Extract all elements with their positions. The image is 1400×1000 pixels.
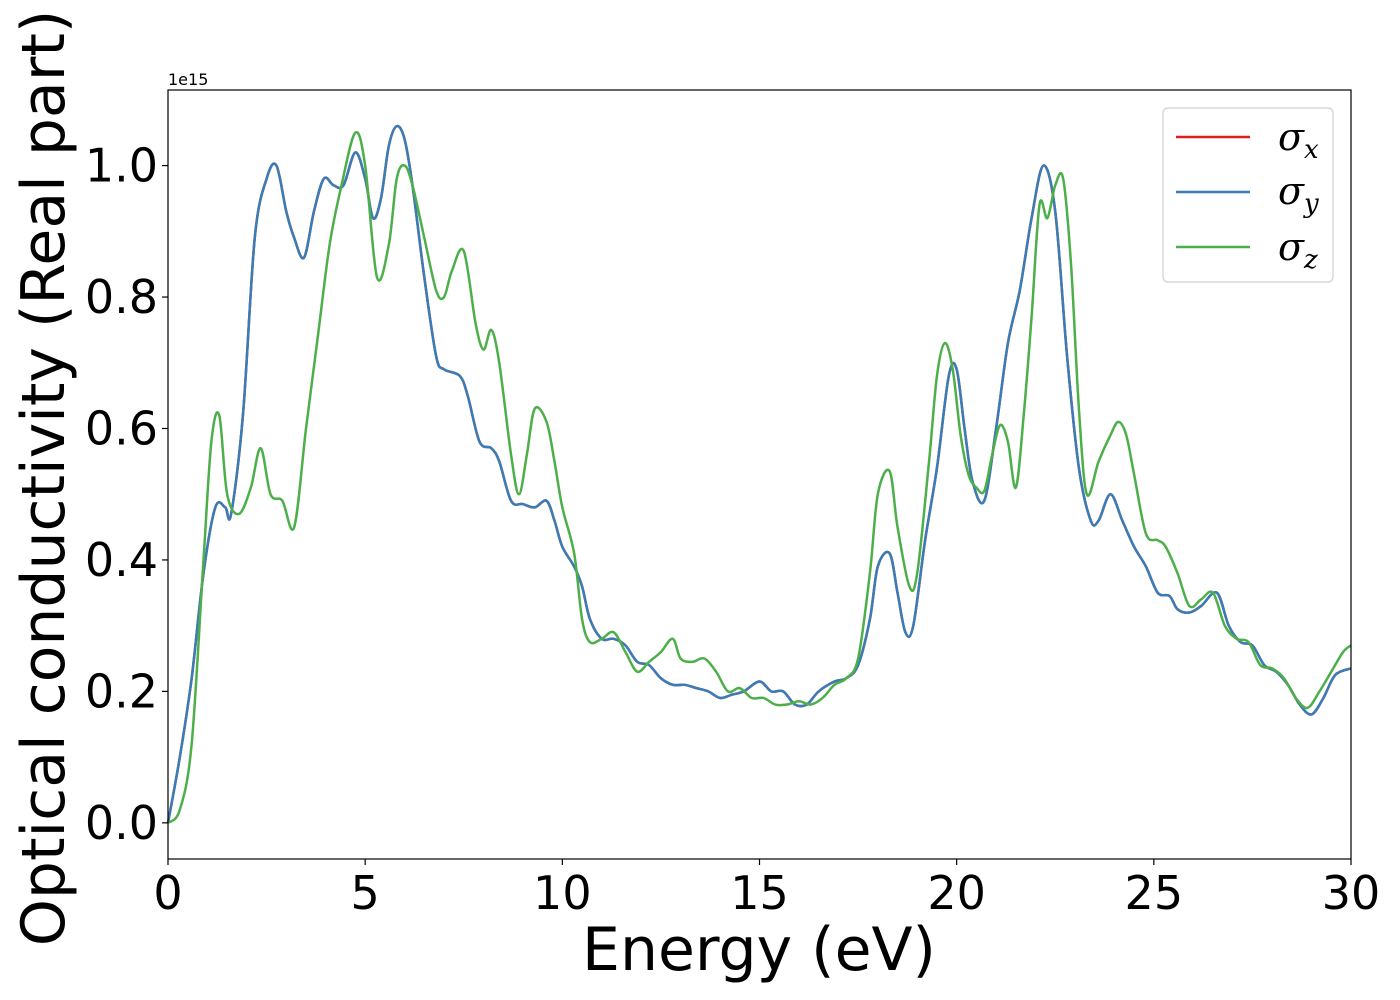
- y-offset-label: 1e15: [168, 70, 208, 89]
- x-tick-label: 25: [1125, 866, 1184, 920]
- x-tick-label: 15: [730, 866, 789, 920]
- y-tick-label: 0.4: [85, 533, 158, 587]
- legend-label-sigma-x: σx: [1278, 115, 1319, 165]
- series-line-sigma-z: [167, 130, 1352, 824]
- legend: σx σy σz: [1162, 107, 1334, 283]
- x-axis-title: Energy (eV): [582, 915, 936, 985]
- series-line-sigma-y: [166, 124, 1352, 824]
- series-lines: [166, 124, 1352, 824]
- x-tick-label: 20: [927, 866, 986, 920]
- y-tick-label: 0.2: [85, 664, 158, 718]
- x-axis-ticks: 0 5 10 15 20 25 30: [153, 859, 1380, 920]
- legend-label-sigma-y: σy: [1278, 169, 1319, 219]
- x-tick-label: 0: [153, 866, 182, 920]
- y-axis-title: Optical conductivity (Real part): [9, 10, 79, 947]
- legend-label-sigma-z: σz: [1278, 225, 1318, 275]
- y-axis-ticks: 0.0 0.2 0.4 0.6 0.8 1.0: [85, 139, 168, 850]
- y-tick-label: 0.6: [85, 401, 158, 455]
- legend-box: [1162, 107, 1334, 283]
- y-tick-label: 1.0: [85, 139, 158, 193]
- x-tick-label: 5: [351, 866, 380, 920]
- x-tick-label: 10: [533, 866, 592, 920]
- x-tick-label: 30: [1322, 866, 1381, 920]
- y-tick-label: 0.0: [85, 796, 158, 850]
- y-tick-label: 0.8: [85, 270, 158, 324]
